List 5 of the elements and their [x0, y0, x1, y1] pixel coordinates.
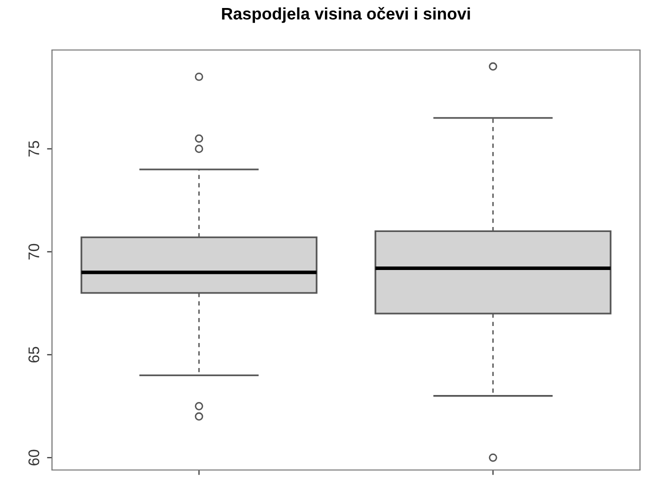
y-tick-label: 70 — [28, 244, 40, 260]
y-tick-label: 65 — [28, 346, 40, 362]
chart-title: Raspodjela visina očevi i sinovi — [222, 7, 470, 23]
y-tick-label: 75 — [28, 140, 40, 157]
y-tick-label: 60 — [28, 450, 40, 466]
